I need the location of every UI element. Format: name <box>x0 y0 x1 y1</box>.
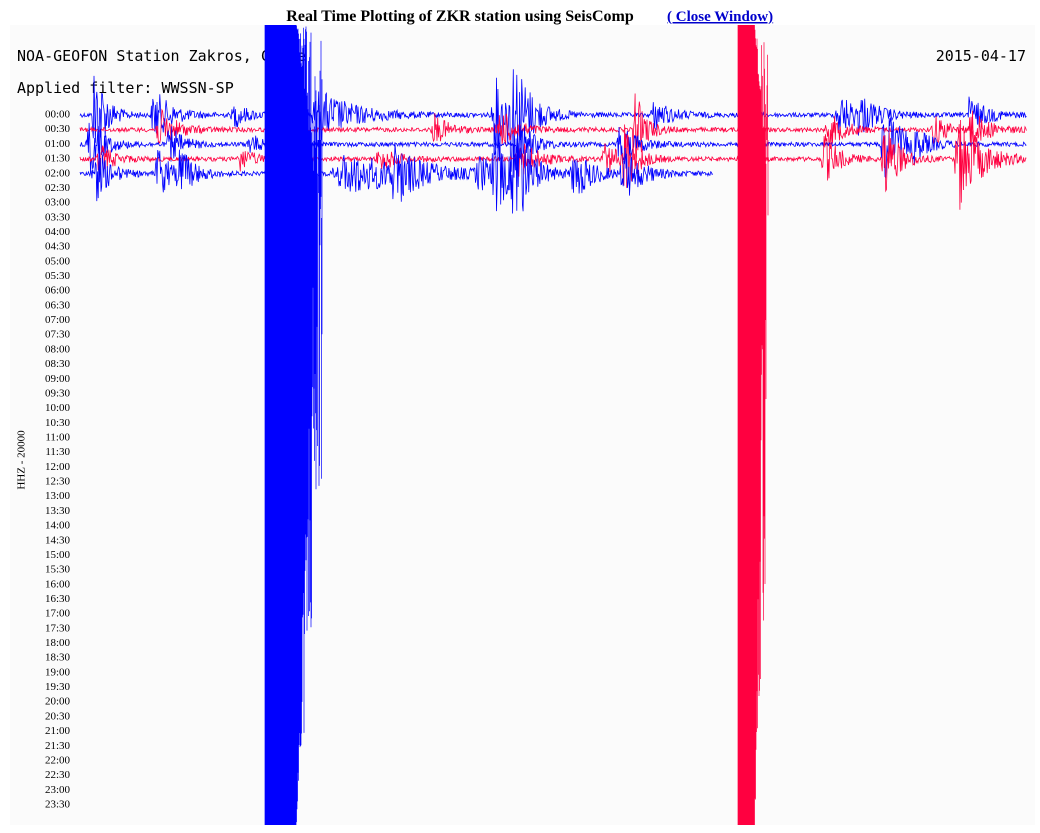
time-label: 09:30 <box>45 387 71 399</box>
time-label: 03:30 <box>45 211 71 223</box>
time-label: 08:00 <box>45 343 71 355</box>
time-label: 08:30 <box>45 358 71 370</box>
time-label: 20:00 <box>45 696 71 708</box>
time-label: 04:30 <box>45 241 71 253</box>
time-label: 10:00 <box>45 402 71 414</box>
earthquake-trace <box>737 25 769 825</box>
time-label: 00:00 <box>45 109 71 121</box>
time-label: 10:30 <box>45 417 71 429</box>
time-label: 20:30 <box>45 710 71 722</box>
time-label: 01:00 <box>45 138 71 150</box>
time-label: 05:00 <box>45 255 71 267</box>
time-label: 11:30 <box>45 446 70 458</box>
time-label: 22:00 <box>45 754 71 766</box>
seismic-trace <box>79 123 714 214</box>
channel-label: HHZ - 20000 <box>16 430 28 490</box>
time-label: 09:00 <box>45 373 71 385</box>
filter-label: Applied filter: WWSSN-SP <box>17 79 234 97</box>
seismic-trace <box>79 93 1027 166</box>
station-label: NOA-GEOFON Station Zakros, Crete <box>17 47 306 65</box>
time-label: 16:30 <box>45 593 71 605</box>
traces <box>79 25 1027 825</box>
time-label: 13:30 <box>45 505 71 517</box>
time-label: 07:00 <box>45 314 71 326</box>
earthquake-trace <box>264 25 323 825</box>
time-label: 06:00 <box>45 285 71 297</box>
time-label: 13:00 <box>45 490 71 502</box>
seismic-trace <box>79 119 1027 210</box>
close-window-link[interactable]: ( Close Window) <box>667 9 773 25</box>
time-label: 01:30 <box>45 153 71 165</box>
time-label: 18:30 <box>45 652 71 664</box>
time-label: 02:30 <box>45 182 71 194</box>
time-label: 15:00 <box>45 549 71 561</box>
time-label: 14:00 <box>45 520 71 532</box>
time-label: 04:00 <box>45 226 71 238</box>
time-label: 05:30 <box>45 270 71 282</box>
time-label: 19:30 <box>45 681 71 693</box>
time-label: 23:30 <box>45 798 71 810</box>
time-label: 21:00 <box>45 725 71 737</box>
date-label: 2015-04-17 <box>936 47 1026 65</box>
time-label: 07:30 <box>45 329 71 341</box>
time-label: 23:00 <box>45 784 71 796</box>
time-label: 17:00 <box>45 608 71 620</box>
time-label: 03:00 <box>45 197 71 209</box>
time-label: 19:00 <box>45 666 71 678</box>
page-title: Real Time Plotting of ZKR station using … <box>286 8 634 25</box>
time-label: 17:30 <box>45 622 71 634</box>
time-label: 14:30 <box>45 534 71 546</box>
time-label: 15:30 <box>45 564 71 576</box>
time-label: 16:00 <box>45 578 71 590</box>
time-label: 22:30 <box>45 769 71 781</box>
time-label: 02:00 <box>45 167 71 179</box>
time-label: 11:00 <box>45 431 70 443</box>
time-label: 18:00 <box>45 637 71 649</box>
seismic-trace <box>79 117 1027 179</box>
time-label: 12:30 <box>45 476 71 488</box>
time-label: 06:30 <box>45 299 71 311</box>
time-label: 21:30 <box>45 740 71 752</box>
time-label: 12:00 <box>45 461 71 473</box>
time-label: 00:30 <box>45 123 71 135</box>
seismic-trace <box>79 69 1027 178</box>
